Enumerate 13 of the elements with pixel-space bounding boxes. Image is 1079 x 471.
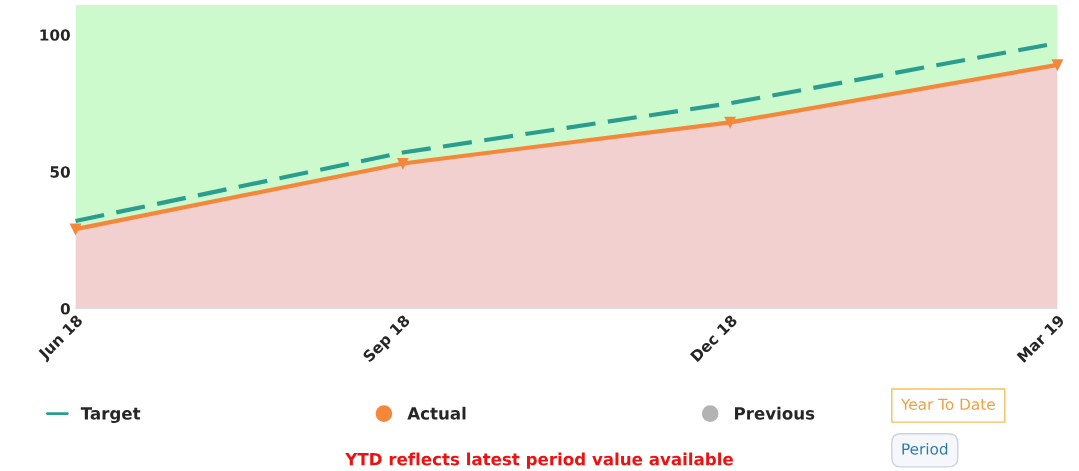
point — [1051, 59, 1063, 71]
legend-label: Actual — [407, 406, 466, 420]
text: Period — [902, 442, 948, 455]
y-tick-label: 100 — [40, 29, 70, 41]
legend-label: Target — [80, 407, 141, 424]
y-tick-label: 0 — [60, 302, 70, 315]
text: YTD reflects latest period value available — [345, 452, 733, 469]
point — [69, 223, 82, 235]
point — [397, 157, 409, 170]
text: Year To Date — [900, 398, 995, 410]
point — [724, 116, 736, 128]
legend-label: Previous — [735, 406, 815, 420]
y-tick-label: 50 — [50, 166, 70, 178]
